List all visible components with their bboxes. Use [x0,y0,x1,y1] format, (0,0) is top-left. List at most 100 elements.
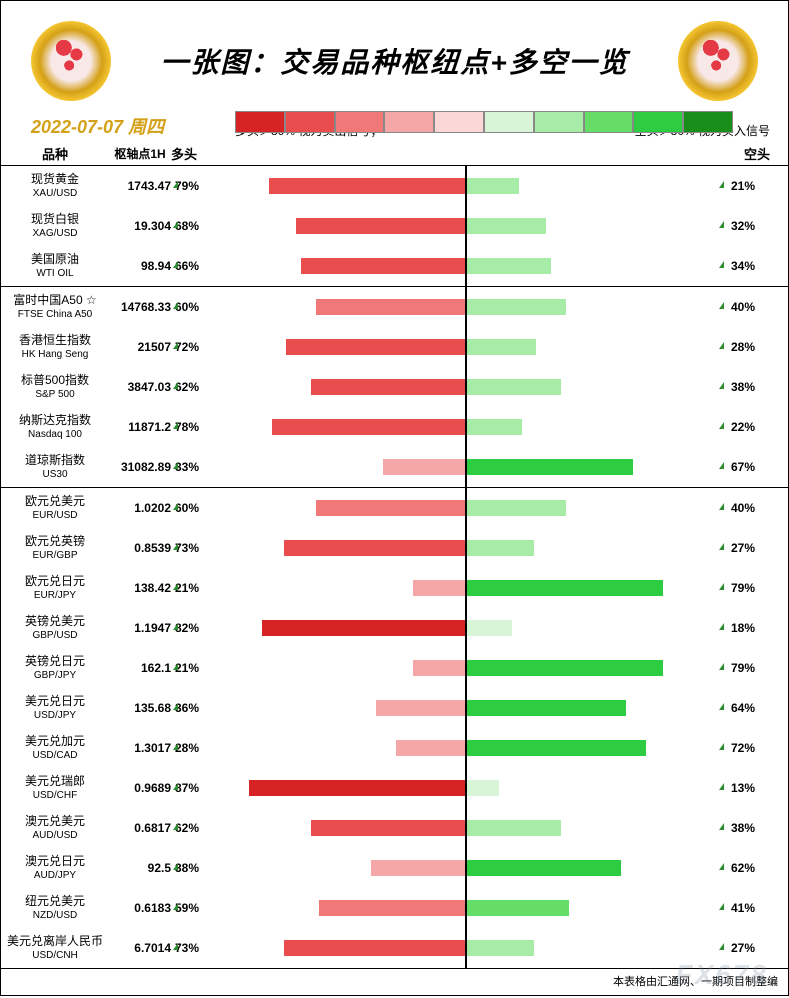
bar-area [217,327,715,367]
scale-cell [235,111,285,133]
long-bar [376,700,465,716]
header-long: 多头 [171,144,213,163]
short-bar [467,700,626,716]
bar-area [217,808,715,848]
name-en: WTI OIL [1,268,109,279]
instrument-name: 现货白银 XAG/USD [1,213,109,238]
data-row: 香港恒生指数HK Hang Seng2150772%28% [1,327,788,367]
pivot-value: 1.3017 [109,741,175,755]
short-bar [467,820,561,836]
instrument-name: 澳元兑日元AUD/JPY [1,855,109,880]
name-cn: 香港恒生指数 [1,334,109,347]
name-en: XAG/USD [1,228,109,239]
name-en: GBP/USD [1,630,109,641]
up-tick-icon [719,823,724,830]
short-pct: 34% [715,259,755,273]
data-row: 现货黄金XAU/USD1743.4779%21% [1,166,788,206]
date-label: 2022-07-07 周四 [31,113,231,139]
pivot-value: 19.304 [109,219,175,233]
up-tick-icon [719,342,724,349]
up-tick-icon [719,783,724,790]
long-pct: 59% [175,901,217,915]
bar-area [217,688,715,728]
name-cn: 现货白银 [1,213,109,226]
up-tick-icon [719,422,724,429]
long-bar [413,660,465,676]
up-tick-icon [719,543,724,550]
name-en: EUR/GBP [1,550,109,561]
data-row: 澳元兑日元AUD/JPY92.538%62% [1,848,788,888]
up-tick-icon [719,943,724,950]
instrument-name: 英镑兑日元GBP/JPY [1,655,109,680]
short-pct: 13% [715,781,755,795]
up-tick-icon [719,302,724,309]
long-bar [311,379,465,395]
short-pct: 32% [715,219,755,233]
name-cn: 富时中国A50 ☆ [1,294,109,307]
name-en: USD/CHF [1,790,109,801]
short-bar [467,660,663,676]
short-pct: 72% [715,741,755,755]
data-row: 美元兑加元USD/CAD1.301728%72% [1,728,788,768]
page: 一张图：交易品种枢纽点+多空一览 2022-07-07 周四 多头＞80% 视为… [0,0,789,996]
pivot-value: 0.6817 [109,821,175,835]
up-tick-icon [173,543,178,550]
long-bar [269,178,465,194]
short-pct: 38% [715,821,755,835]
instrument-name: 纽元兑美元NZD/USD [1,895,109,920]
data-groups: 现货黄金XAU/USD1743.4779%21% 现货白银 XAG/USD19.30… [1,165,788,968]
pivot-value: 0.8539 [109,541,175,555]
instrument-name: 现货黄金XAU/USD [1,173,109,198]
bar-area [217,928,715,968]
color-scale [235,111,733,133]
up-tick-icon [173,943,178,950]
up-tick-icon [719,703,724,710]
long-pct: 62% [175,821,217,835]
long-pct: 60% [175,300,217,314]
pivot-value: 14768.33 [109,300,175,314]
name-cn: 美元兑离岸人民币 [1,935,109,948]
group: 富时中国A50 ☆ FTSE China A5014768.3360% 40% 香港恒… [1,286,788,487]
bar-area [217,608,715,648]
instrument-name: 纳斯达克指数Nasdaq 100 [1,414,109,439]
name-en: Nasdaq 100 [1,429,109,440]
up-tick-icon [719,663,724,670]
data-row: 澳元兑美元AUD/USD0.681762%38% [1,808,788,848]
up-tick-icon [173,302,178,309]
short-pct: 18% [715,621,755,635]
name-en: USD/CNH [1,950,109,961]
name-en: GBP/JPY [1,670,109,681]
logo-right-icon [678,21,758,101]
data-row: 标普500指数S&P 5003847.0362%38% [1,367,788,407]
group: 欧元兑美元EUR/USD1.020260%40%欧元兑英镑EUR/GBP0.85… [1,487,788,968]
pivot-value: 162.1 [109,661,175,675]
bar-area [217,407,715,447]
instrument-name: 美国原油WTI OIL [1,253,109,278]
name-cn: 澳元兑日元 [1,855,109,868]
page-title: 一张图：交易品种枢纽点+多空一览 [111,41,678,81]
name-en: FTSE China A50 [1,309,109,320]
up-tick-icon [173,783,178,790]
column-headers: 品种 枢轴点1H 多头 空头 [1,141,788,165]
short-bar [467,620,512,636]
short-bar [467,500,566,516]
up-tick-icon [173,663,178,670]
up-tick-icon [173,181,178,188]
data-row: 富时中国A50 ☆ FTSE China A5014768.3360% 40% [1,287,788,327]
instrument-name: 美元兑日元USD/JPY [1,695,109,720]
bar-area [217,528,715,568]
pivot-value: 138.42 [109,581,175,595]
scale-cell [534,111,584,133]
long-bar [311,820,465,836]
long-pct: 21% [175,581,217,595]
short-pct: 64% [715,701,755,715]
short-bar [467,540,534,556]
long-pct: 68% [175,219,217,233]
long-bar [301,258,465,274]
short-pct: 40% [715,300,755,314]
long-pct: 62% [175,380,217,394]
pivot-value: 1743.47 [109,179,175,193]
name-cn: 欧元兑美元 [1,495,109,508]
data-row: 纳斯达克指数Nasdaq 10011871.278%22% [1,407,788,447]
up-tick-icon [173,623,178,630]
